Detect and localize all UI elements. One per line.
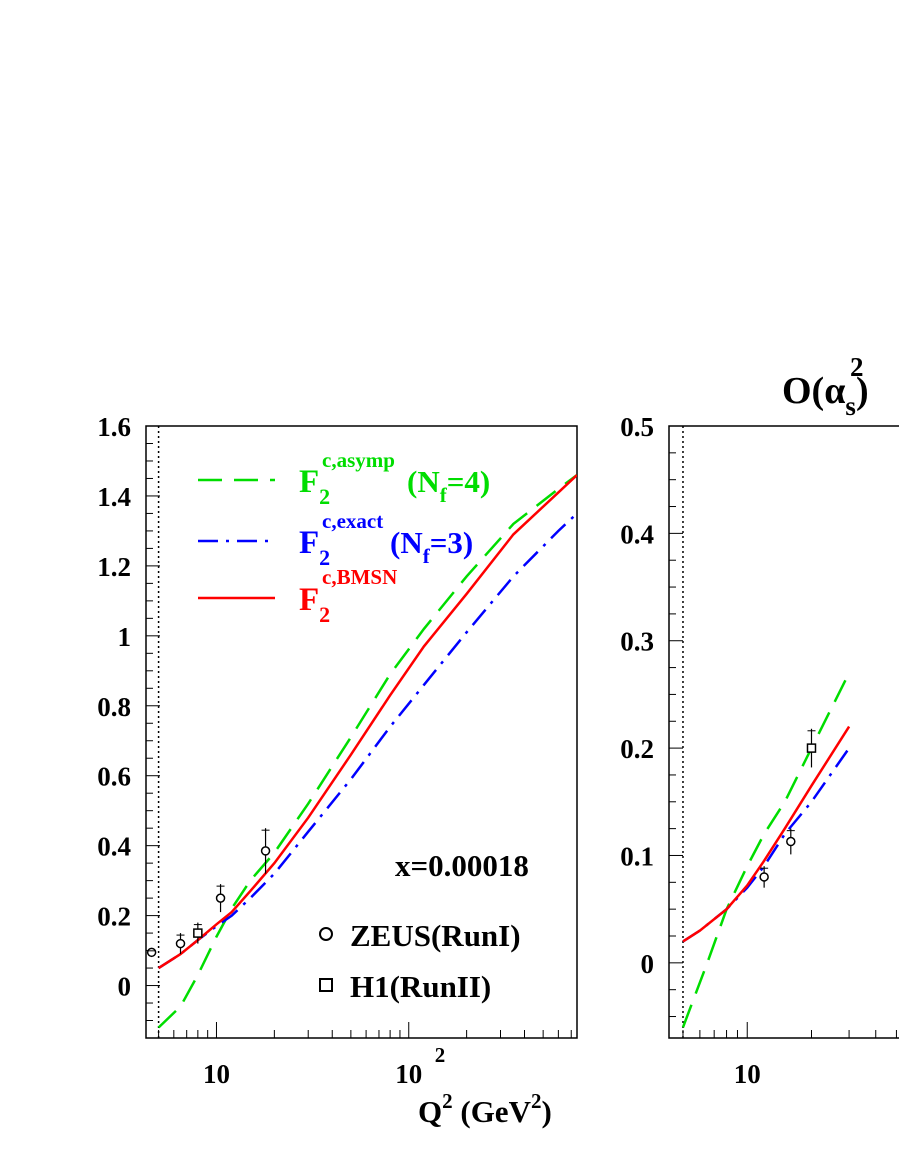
x-value-annotation: x=0.00018: [395, 848, 529, 883]
y-tick-label: 0.3: [620, 627, 654, 657]
y-tick-label: 1: [118, 622, 132, 652]
y-tick-label: 0.1: [620, 841, 654, 871]
y-tick-label: 0.2: [97, 902, 131, 932]
plot-frame: [668, 425, 899, 1039]
svg-text:Q2 (GeV2): Q2 (GeV2): [418, 1089, 552, 1129]
y-tick-label: 0.2: [620, 734, 654, 764]
y-tick-label: 0.4: [620, 519, 654, 549]
curve-bmsn: [157, 474, 577, 970]
x-tick-label: 10: [395, 1059, 422, 1089]
data-points: [146, 828, 271, 958]
legend-asymp-label: F2: [299, 464, 330, 509]
legend-bmsn-sup: c,BMSN: [322, 565, 397, 589]
data-point-circle: [215, 893, 226, 903]
legend-exact-sup: c,exact: [322, 509, 383, 533]
data-point-square: [806, 743, 817, 753]
data-point-circle: [786, 836, 796, 847]
title-sub: s: [845, 391, 856, 421]
curve-asymp: [157, 473, 577, 1029]
y-tick-label: 1.6: [97, 412, 131, 442]
legend-bmsn-label: F2: [299, 582, 330, 627]
curve-legend: F2 c,asymp (Nf=4) F2 c,exact (Nf=3) F2 c…: [198, 448, 490, 627]
y-tick-label: 0: [641, 949, 655, 979]
xlabel-q: Q: [418, 1094, 442, 1129]
title-main: O(α: [782, 370, 845, 412]
xlabel-unit-sup: 2: [531, 1089, 542, 1113]
y-tick-label: 1.2: [97, 552, 131, 582]
data-point-circle: [175, 938, 186, 949]
legend-asymp-suffix: (Nf=4): [407, 464, 490, 507]
y-tick-label: 0.5: [620, 412, 654, 442]
curve-asymp: [681, 672, 851, 1028]
legend-square-marker: [319, 978, 333, 992]
legend-asymp-sup: c,asymp: [322, 448, 395, 472]
right-panel: 0 0.1 0.2 0.3 0.4 0.5 10: [620, 412, 899, 1089]
legend-zeus-label: ZEUS(RunI): [350, 918, 521, 953]
right-panel-title: O(αs) 2: [782, 352, 869, 421]
data-legend: ZEUS(RunI) H1(RunII): [319, 918, 521, 1004]
xlabel-unit: (GeV: [453, 1094, 532, 1129]
legend-h1-label: H1(RunII): [350, 969, 491, 1004]
legend-circle-marker: [319, 927, 333, 941]
plot-frame: [145, 425, 578, 1039]
legend-exact-suffix: (Nf=3): [390, 525, 473, 568]
y-tick-label: 1.4: [97, 482, 131, 512]
title-close: ): [856, 370, 869, 412]
data-point-circle: [759, 872, 769, 882]
legend-exact-label: F2: [299, 525, 330, 570]
data-point-circle: [260, 846, 271, 856]
xlabel-q-sup: 2: [442, 1089, 453, 1113]
x-tick-label: 10: [203, 1059, 230, 1089]
curves: [157, 473, 577, 1029]
xlabel-close: ): [541, 1094, 551, 1129]
curve-exact: [682, 747, 851, 943]
left-panel: 0 0.2 0.4 0.6 0.8 1 1.2 1.4 1.6 10 10 2: [97, 412, 578, 1089]
y-tick-label: 0.8: [97, 692, 131, 722]
curve-bmsn: [682, 725, 851, 943]
y-tick-label: 0.6: [97, 762, 131, 792]
title-sup: 2: [850, 352, 864, 382]
data-points: [759, 728, 817, 888]
data-point-square: [193, 928, 203, 938]
x-tick-label: 10: [734, 1059, 761, 1089]
curves: [681, 672, 851, 1028]
x-axis-label: Q2 (GeV2): [418, 1089, 552, 1129]
data-point-circle: [146, 947, 157, 958]
svg-text:O(αs): O(αs): [782, 370, 869, 421]
x-tick-sup: 2: [435, 1043, 446, 1067]
y-tick-label: 0.4: [97, 832, 131, 862]
y-tick-label: 0: [118, 972, 132, 1002]
